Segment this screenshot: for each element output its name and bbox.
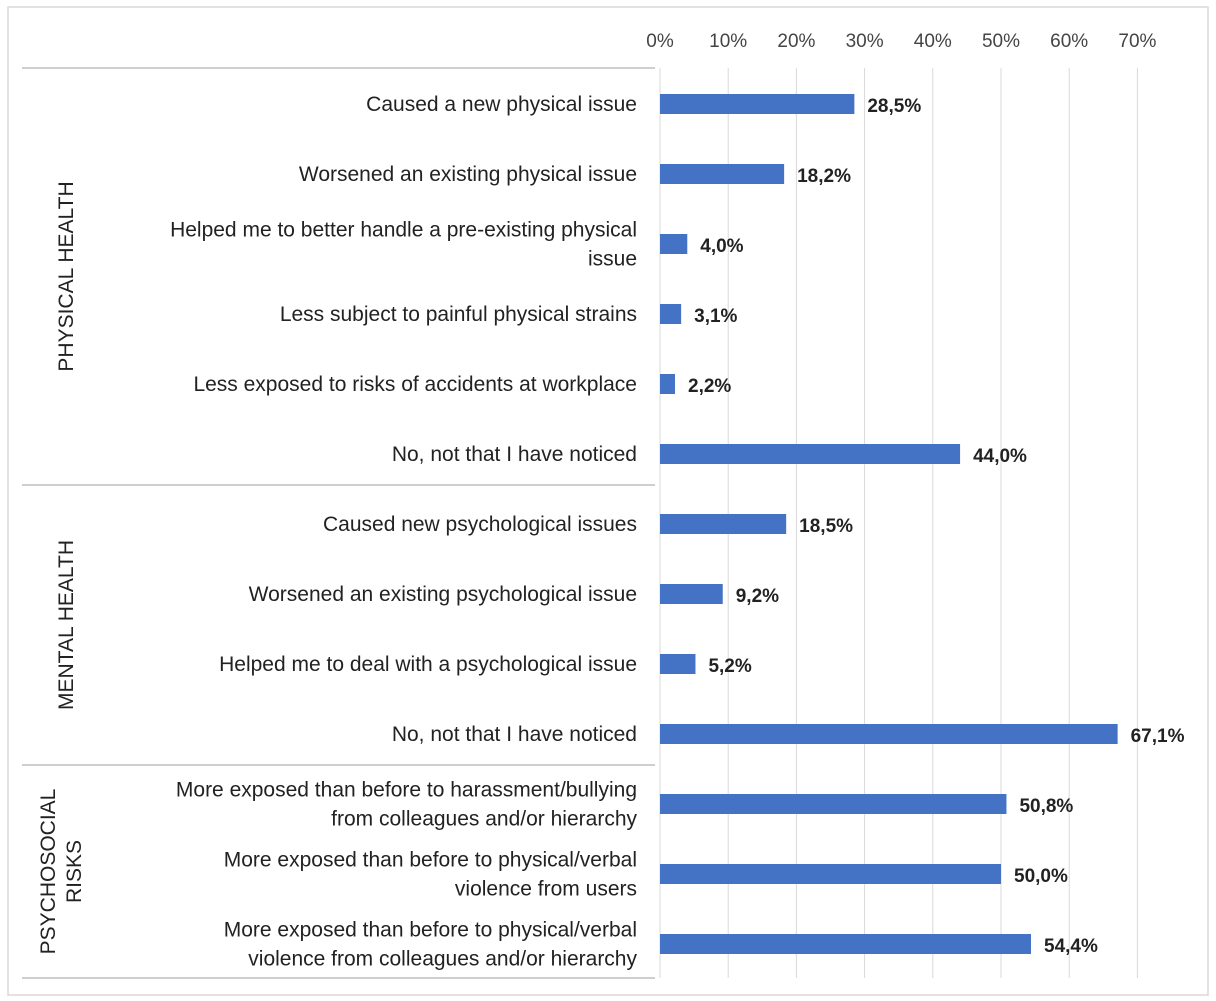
- bar-row: Caused new psychological issues 18,5%: [323, 513, 853, 537]
- category-label-line: Caused a new physical issue: [366, 93, 637, 116]
- category-label: Worsened an existing physical issue: [299, 163, 637, 186]
- category-label-line: issue: [588, 248, 637, 271]
- bar: [660, 934, 1032, 954]
- x-tick-label: 30%: [846, 31, 884, 52]
- x-tick-label: 0%: [646, 31, 674, 52]
- gridlines: [659, 68, 1138, 978]
- bar-row: Less exposed to risks of accidents at wo…: [193, 373, 731, 397]
- category-label-line: No, not that I have noticed: [392, 723, 637, 746]
- x-tick-label: 50%: [982, 31, 1020, 52]
- category-label-line: Helped me to better handle a pre-existin…: [170, 219, 637, 242]
- category-label: Caused new psychological issues: [323, 513, 637, 536]
- data-label: 18,2%: [797, 166, 851, 187]
- category-label-line: violence from users: [455, 878, 637, 901]
- bar-row: Worsened an existing psychological issue…: [249, 583, 779, 607]
- bar-row: More exposed than before to harassment/b…: [176, 779, 1074, 831]
- bar-row: No, not that I have noticed 67,1%: [392, 723, 1185, 747]
- data-label: 4,0%: [700, 236, 743, 257]
- x-tick-label: 60%: [1050, 31, 1088, 52]
- category-label-line: Less subject to painful physical strains: [280, 303, 637, 326]
- category-label: Caused a new physical issue: [366, 93, 637, 116]
- category-label: Worsened an existing psychological issue: [249, 583, 637, 606]
- group-label-line: PHYSICAL HEALTH: [55, 181, 78, 371]
- bar: [660, 724, 1118, 744]
- data-label: 5,2%: [708, 656, 751, 677]
- bar: [660, 164, 785, 184]
- data-label: 2,2%: [688, 376, 731, 397]
- bar: [660, 94, 855, 114]
- data-label: 44,0%: [973, 446, 1027, 467]
- category-label-line: Less exposed to risks of accidents at wo…: [193, 373, 637, 396]
- bar-row: Helped me to better handle a pre-existin…: [170, 219, 744, 271]
- x-tick-label: 10%: [709, 31, 747, 52]
- category-label: No, not that I have noticed: [392, 723, 637, 746]
- data-label: 67,1%: [1131, 726, 1185, 747]
- bar-row: No, not that I have noticed 44,0%: [392, 443, 1027, 467]
- data-label: 50,0%: [1014, 866, 1068, 887]
- data-label: 28,5%: [867, 96, 921, 117]
- bar-row: Caused a new physical issue 28,5%: [366, 93, 921, 117]
- category-label: Less subject to painful physical strains: [280, 303, 637, 326]
- category-label-line: More exposed than before to harassment/b…: [176, 779, 637, 802]
- x-tick-label: 70%: [1118, 31, 1156, 52]
- group-label-line: MENTAL HEALTH: [55, 540, 78, 710]
- category-label-line: violence from colleagues and/or hierarch…: [248, 948, 637, 971]
- bar: [660, 794, 1007, 814]
- category-label-line: Worsened an existing physical issue: [299, 163, 637, 186]
- group-labels: PHYSICAL HEALTH MENTAL HEALTH PSYCHOSOCIAL…: [37, 181, 86, 954]
- bar-row: Helped me to deal with a psychological i…: [219, 653, 752, 677]
- data-label: 50,8%: [1019, 796, 1073, 817]
- category-label-line: Helped me to deal with a psychological i…: [219, 653, 637, 676]
- category-label-line: No, not that I have noticed: [392, 443, 637, 466]
- category-label: No, not that I have noticed: [392, 443, 637, 466]
- group-label-line: PSYCHOSOCIAL: [37, 789, 60, 955]
- bar-row: More exposed than before to physical/ver…: [224, 919, 1098, 971]
- category-label-line: More exposed than before to physical/ver…: [224, 849, 637, 872]
- group-label-line: RISKS: [63, 840, 86, 903]
- bar-row: Less subject to painful physical strains…: [280, 303, 738, 327]
- category-label-line: from colleagues and/or hierarchy: [331, 808, 637, 831]
- category-label-line: More exposed than before to physical/ver…: [224, 919, 637, 942]
- bar: [660, 514, 787, 534]
- group-label: PHYSICAL HEALTH: [55, 181, 78, 371]
- category-label-line: Worsened an existing psychological issue: [249, 583, 637, 606]
- bar: [660, 304, 682, 324]
- data-label: 54,4%: [1044, 936, 1098, 957]
- x-tick-label: 20%: [777, 31, 815, 52]
- category-label: More exposed than before to physical/ver…: [224, 849, 637, 901]
- category-label-line: Caused new psychological issues: [323, 513, 637, 536]
- bar: [660, 234, 688, 254]
- category-label: More exposed than before to physical/ver…: [224, 919, 638, 971]
- x-axis-tick-labels: 0% 10% 20% 30% 40% 50% 60% 70%: [646, 31, 1156, 52]
- bar: [660, 654, 696, 674]
- category-label: Less exposed to risks of accidents at wo…: [193, 373, 637, 396]
- category-label: Helped me to better handle a pre-existin…: [170, 219, 637, 271]
- data-label: 9,2%: [736, 586, 779, 607]
- group-label: MENTAL HEALTH: [55, 540, 78, 710]
- bar-row: Worsened an existing physical issue 18,2%: [299, 163, 851, 187]
- bar: [660, 444, 961, 464]
- chart-border: [7, 6, 1209, 996]
- bar-rows: Caused a new physical issue 28,5% Worsened…: [170, 93, 1185, 971]
- bar: [660, 864, 1001, 884]
- category-label: More exposed than before to harassment/b…: [176, 779, 638, 831]
- group-label: PSYCHOSOCIAL RISKS: [37, 789, 86, 955]
- group-dividers: [22, 67, 655, 979]
- bar-row: More exposed than before to physical/ver…: [224, 849, 1068, 901]
- bar: [660, 374, 676, 394]
- x-tick-label: 40%: [914, 31, 952, 52]
- bar: [660, 584, 723, 604]
- data-label: 3,1%: [694, 306, 737, 327]
- category-label: Helped me to deal with a psychological i…: [219, 653, 637, 676]
- data-label: 18,5%: [799, 516, 853, 537]
